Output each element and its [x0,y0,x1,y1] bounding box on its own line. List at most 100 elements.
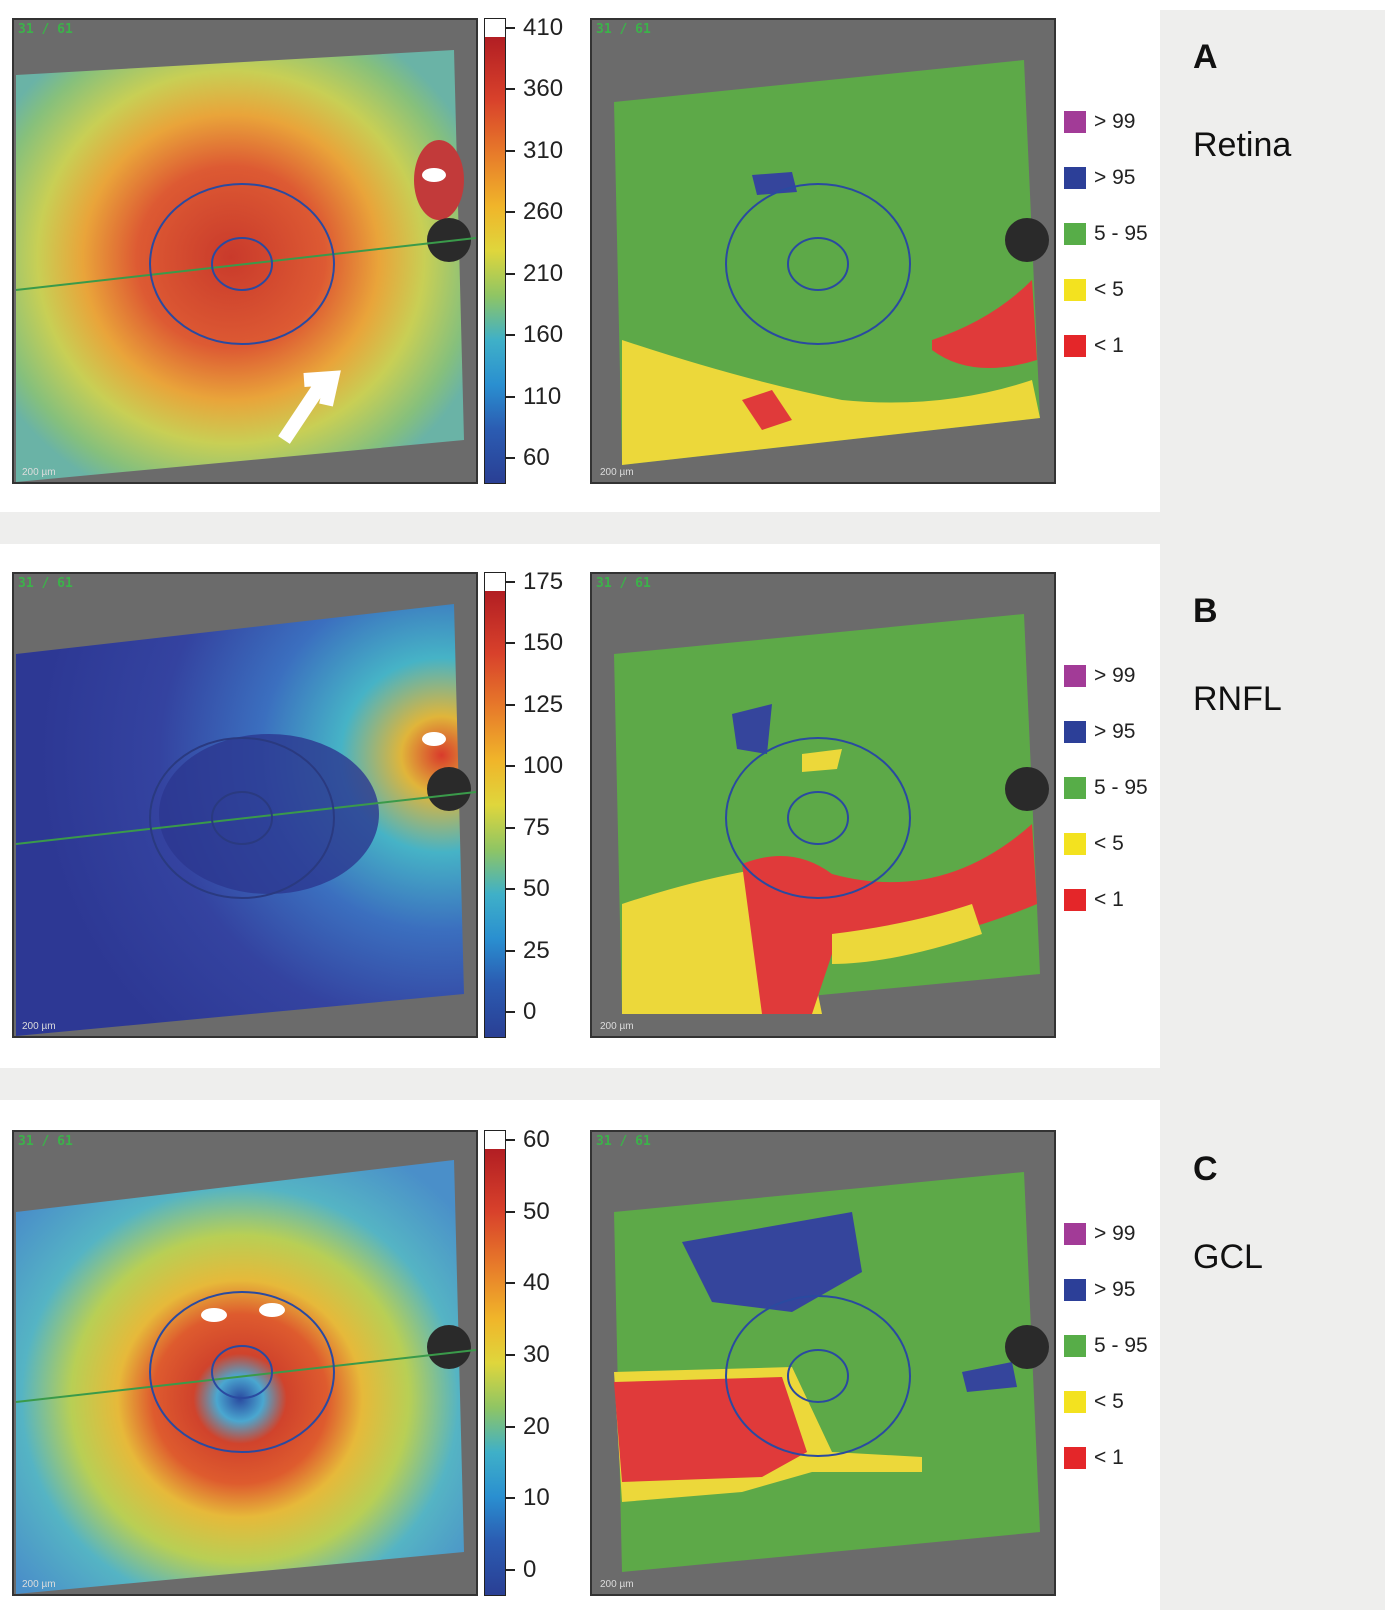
legend-swatch [1064,223,1086,245]
tick-label: 110 [523,383,562,410]
colorbar-tick: 40 [506,1269,550,1296]
tick-mark [506,1569,515,1571]
legend-item: > 99 [1064,664,1135,688]
legend-swatch [1064,1391,1086,1413]
legend-item: 5 - 95 [1064,1334,1148,1358]
tick-mark [506,888,515,890]
tick-label: 410 [523,14,564,41]
scale-label: 200 µm [22,1021,56,1032]
colorbar-tick: 10 [506,1484,550,1511]
legend-item: > 95 [1064,720,1135,744]
colorbar-tick: 125 [506,691,564,718]
tick-label: 50 [523,1198,550,1225]
row-divider [0,512,1160,544]
thickness-colorbar [484,18,506,484]
panel-letter: B [1193,592,1218,630]
scan-label: 31 / 61 [596,22,651,37]
colorbar-tick: 20 [506,1413,550,1440]
thickness-colorbar [484,1130,506,1596]
legend-item: > 95 [1064,1278,1135,1302]
legend-item: > 95 [1064,166,1135,190]
thickness-map: 31 / 61 200 µm [12,18,478,484]
colorbar-tick: 410 [506,14,564,41]
colorbar-tick: 75 [506,814,550,841]
legend-label: 5 - 95 [1094,1334,1148,1357]
tick-mark [506,273,515,275]
legend-label: > 99 [1094,1222,1136,1245]
panel-title: Retina [1193,126,1292,164]
colorbar-tick: 210 [506,260,563,287]
tick-label: 25 [523,937,550,964]
tick-mark [506,1139,515,1141]
tick-mark [506,1211,515,1213]
legend-swatch [1064,889,1086,911]
legend-label: > 95 [1094,166,1136,189]
tick-label: 100 [523,752,564,779]
legend-swatch [1064,1223,1086,1245]
tick-label: 175 [523,568,564,595]
legend-swatch [1064,279,1086,301]
thickness-map: 31 / 61 200 µm [12,572,478,1038]
legend-item: < 1 [1064,1446,1124,1470]
scale-label: 200 µm [600,1579,634,1590]
legend-swatch [1064,1279,1086,1301]
colorbar-tick: 0 [506,998,537,1025]
tick-label: 40 [523,1269,550,1296]
tick-label: 125 [523,691,564,718]
panel-title: RNFL [1193,680,1282,718]
legend-label: < 5 [1094,832,1124,855]
row-divider [0,1068,1160,1100]
legend-swatch [1064,665,1086,687]
tick-mark [506,396,515,398]
tick-mark [506,642,515,644]
tick-mark [506,1497,515,1499]
tick-label: 20 [523,1413,550,1440]
legend-label: < 1 [1094,888,1124,911]
scale-label: 200 µm [22,467,56,478]
tick-mark [506,150,515,152]
legend-label: < 5 [1094,278,1124,301]
colorbar-tick: 160 [506,321,563,348]
tick-mark [506,581,515,583]
legend-label: > 99 [1094,110,1136,133]
panel-letter: A [1193,38,1218,76]
legend-swatch [1064,111,1086,133]
colorbar-tick: 310 [506,137,563,164]
panel-b-row: 31 / 61 200 µm 31 / 61 200 µm > 99 > 95 5 … [0,568,1282,1042]
legend-swatch [1064,777,1086,799]
tick-label: 0 [523,998,537,1025]
legend-item: < 1 [1064,334,1124,358]
tick-label: 0 [523,1556,537,1583]
colorbar-tick: 50 [506,875,550,902]
legend-item: < 5 [1064,1390,1124,1414]
tick-label: 150 [523,629,564,656]
tick-mark [506,211,515,213]
colorbar-tick: 175 [506,568,564,595]
scan-label: 31 / 61 [18,576,73,591]
panel-title: GCL [1193,1238,1263,1276]
tick-label: 75 [523,814,550,841]
tick-label: 260 [523,198,564,225]
tick-mark [506,88,515,90]
tick-label: 10 [523,1484,550,1511]
tick-mark [506,704,515,706]
colorbar-tick: 100 [506,752,564,779]
legend-swatch [1064,721,1086,743]
tick-mark [506,1011,515,1013]
colorbar-tick: 60 [506,1126,550,1153]
legend-item: > 99 [1064,110,1135,134]
scan-label: 31 / 61 [596,1134,651,1149]
legend-swatch [1064,335,1086,357]
deviation-map: 31 / 61 200 µm [590,1130,1056,1596]
deviation-map: 31 / 61 200 µm [590,18,1056,484]
tick-mark [506,950,515,952]
tick-mark [506,457,515,459]
thickness-map: 31 / 61 200 µm [12,1130,478,1596]
tick-mark [506,1282,515,1284]
legend-item: > 99 [1064,1222,1135,1246]
colorbar-tick: 30 [506,1341,550,1368]
tick-label: 30 [523,1341,550,1368]
legend-label: > 99 [1094,664,1136,687]
colorbar-tick: 360 [506,75,563,102]
colorbar-tick: 110 [506,383,562,410]
